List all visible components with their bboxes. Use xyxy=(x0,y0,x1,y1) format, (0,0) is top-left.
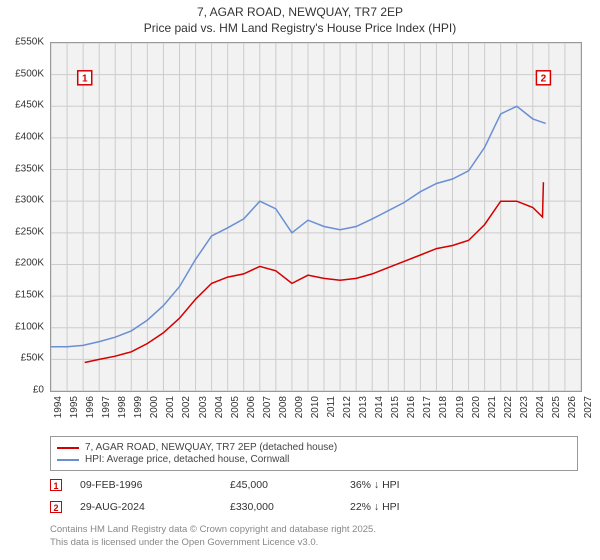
x-tick-label: 1995 xyxy=(69,396,80,418)
x-tick-label: 2027 xyxy=(583,396,594,418)
x-tick-label: 1998 xyxy=(117,396,128,418)
x-tick-label: 2010 xyxy=(310,396,321,418)
x-tick-label: 1999 xyxy=(133,396,144,418)
x-tick-label: 2008 xyxy=(278,396,289,418)
x-tick-label: 2016 xyxy=(406,396,417,418)
x-axis-labels: 1994 1995 1996 1997 1998 1999 2000 2001 2002 2003… xyxy=(50,394,580,442)
x-tick-label: 2014 xyxy=(374,396,385,418)
chart-container: 7, AGAR ROAD, NEWQUAY, TR7 2EP Price pai… xyxy=(0,0,600,560)
y-tick-label: £150K xyxy=(15,290,44,301)
x-tick-label: 2000 xyxy=(149,396,160,418)
svg-text:2: 2 xyxy=(541,73,547,84)
y-tick-label: £400K xyxy=(15,131,44,142)
legend-swatch-icon xyxy=(57,459,79,461)
x-tick-label: 2018 xyxy=(438,396,449,418)
y-tick-label: £250K xyxy=(15,226,44,237)
point-price: £45,000 xyxy=(230,479,350,491)
x-tick-label: 2015 xyxy=(390,396,401,418)
x-tick-label: 2006 xyxy=(246,396,257,418)
marker-icon: 2 xyxy=(50,501,62,513)
plot-area: 12 xyxy=(50,42,582,392)
legend-label: 7, AGAR ROAD, NEWQUAY, TR7 2EP (detached… xyxy=(85,442,337,453)
y-tick-label: £350K xyxy=(15,163,44,174)
y-tick-label: £300K xyxy=(15,195,44,206)
x-tick-label: 2023 xyxy=(519,396,530,418)
x-tick-label: 2009 xyxy=(294,396,305,418)
y-tick-label: £200K xyxy=(15,258,44,269)
legend: 7, AGAR ROAD, NEWQUAY, TR7 2EP (detached… xyxy=(50,436,578,471)
legend-label: HPI: Average price, detached house, Corn… xyxy=(85,454,289,465)
legend-item: 7, AGAR ROAD, NEWQUAY, TR7 2EP (detached… xyxy=(57,442,571,453)
x-tick-label: 2012 xyxy=(342,396,353,418)
title-line1: 7, AGAR ROAD, NEWQUAY, TR7 2EP xyxy=(0,4,600,20)
x-tick-label: 2002 xyxy=(181,396,192,418)
x-tick-label: 2004 xyxy=(214,396,225,418)
attribution-line2: This data is licensed under the Open Gov… xyxy=(50,537,578,550)
table-row: 1 09-FEB-1996 £45,000 36% ↓ HPI xyxy=(50,474,578,496)
x-tick-label: 1994 xyxy=(53,396,64,418)
point-date: 09-FEB-1996 xyxy=(80,479,230,491)
x-tick-label: 1996 xyxy=(85,396,96,418)
x-tick-label: 2005 xyxy=(230,396,241,418)
table-row: 2 29-AUG-2024 £330,000 22% ↓ HPI xyxy=(50,496,578,518)
point-date: 29-AUG-2024 xyxy=(80,501,230,513)
x-tick-label: 2019 xyxy=(455,396,466,418)
point-diff: 22% ↓ HPI xyxy=(350,501,578,513)
y-tick-label: £100K xyxy=(15,321,44,332)
title-line2: Price paid vs. HM Land Registry's House … xyxy=(0,20,600,36)
attribution-line1: Contains HM Land Registry data © Crown c… xyxy=(50,524,578,537)
y-tick-label: £450K xyxy=(15,100,44,111)
attribution: Contains HM Land Registry data © Crown c… xyxy=(50,524,578,550)
legend-swatch-icon xyxy=(57,447,79,449)
point-diff: 36% ↓ HPI xyxy=(350,479,578,491)
y-tick-label: £550K xyxy=(15,37,44,48)
x-tick-label: 2025 xyxy=(551,396,562,418)
legend-item: HPI: Average price, detached house, Corn… xyxy=(57,454,571,465)
plot-svg: 12 xyxy=(51,43,581,391)
x-tick-label: 2026 xyxy=(567,396,578,418)
y-axis-labels: £0£50K£100K£150K£200K£250K£300K£350K£400… xyxy=(0,42,48,390)
x-tick-label: 2017 xyxy=(422,396,433,418)
y-tick-label: £50K xyxy=(21,353,44,364)
chart-title-block: 7, AGAR ROAD, NEWQUAY, TR7 2EP Price pai… xyxy=(0,0,600,36)
x-tick-label: 2001 xyxy=(165,396,176,418)
point-price: £330,000 xyxy=(230,501,350,513)
svg-text:1: 1 xyxy=(82,73,88,84)
x-tick-label: 2021 xyxy=(487,396,498,418)
x-tick-label: 2007 xyxy=(262,396,273,418)
x-tick-label: 2011 xyxy=(326,396,337,418)
x-tick-label: 2020 xyxy=(471,396,482,418)
x-tick-label: 1997 xyxy=(101,396,112,418)
x-tick-label: 2024 xyxy=(535,396,546,418)
x-tick-label: 2022 xyxy=(503,396,514,418)
y-tick-label: £0 xyxy=(33,385,44,396)
data-points-table: 1 09-FEB-1996 £45,000 36% ↓ HPI 2 29-AUG… xyxy=(50,474,578,518)
x-tick-label: 2003 xyxy=(198,396,209,418)
y-tick-label: £500K xyxy=(15,68,44,79)
x-tick-label: 2013 xyxy=(358,396,369,418)
marker-icon: 1 xyxy=(50,479,62,491)
